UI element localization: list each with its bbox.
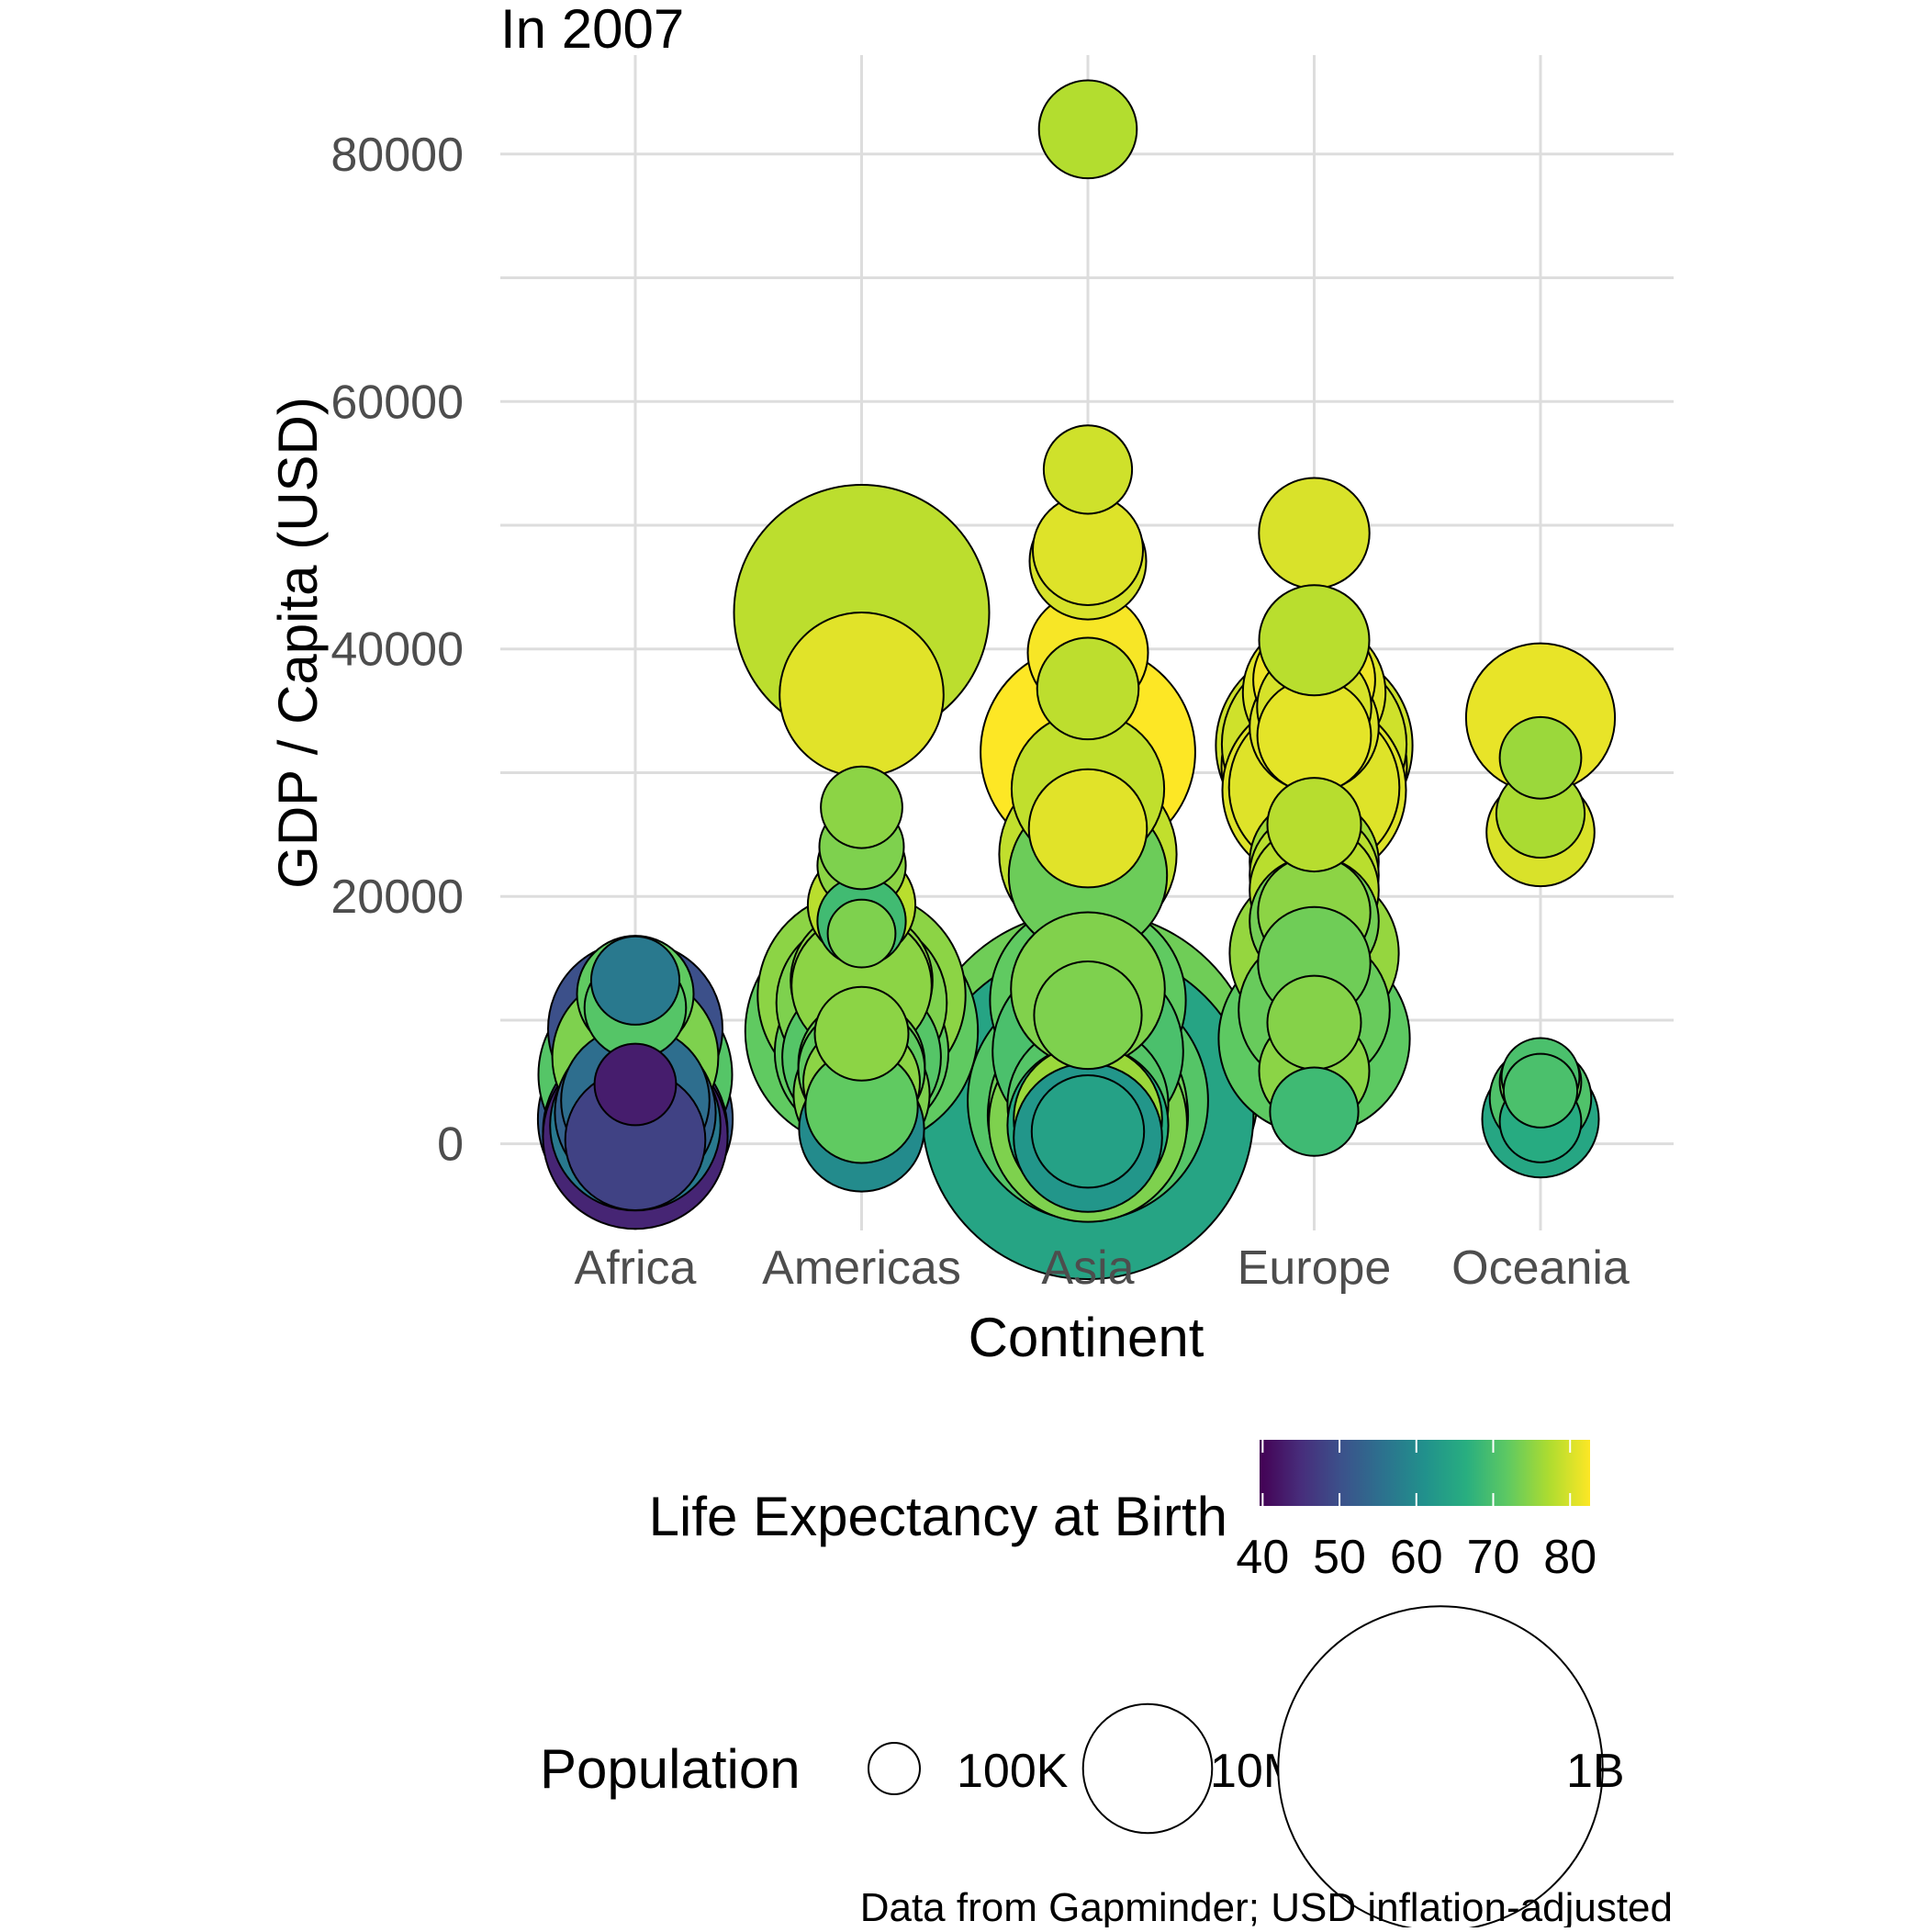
data-point	[593, 1042, 678, 1127]
data-point	[1502, 1052, 1579, 1129]
data-point	[1258, 477, 1371, 590]
data-point	[1036, 636, 1140, 741]
data-points	[536, 79, 1617, 1281]
data-point	[1498, 715, 1583, 800]
color-legend-label: 50	[1313, 1531, 1366, 1584]
size-legend-key	[1277, 1605, 1604, 1932]
x-tick-label: Europe	[1238, 1241, 1392, 1295]
y-tick-labels: 0 20000 40000 60000 80000	[331, 129, 464, 1172]
size-legend-title: Population	[540, 1738, 801, 1800]
data-point	[813, 985, 910, 1082]
color-legend-ticks: 40 50 60 70 80	[1236, 1440, 1596, 1584]
y-tick-label: 60000	[331, 376, 464, 429]
data-point	[589, 935, 681, 1026]
x-tick-label: Asia	[1041, 1241, 1134, 1295]
data-point	[1266, 974, 1362, 1071]
color-legend-label: 40	[1236, 1531, 1289, 1584]
x-tick-labels: Africa Americas Asia Europe Oceania	[575, 1241, 1630, 1295]
chart-subtitle: In 2007	[500, 0, 684, 60]
y-axis-title: GDP / Capita (USD)	[267, 397, 329, 889]
color-legend-label: 70	[1467, 1531, 1520, 1584]
color-legend: Life Expectancy at Birth 40 50 60 70 80	[649, 1440, 1596, 1584]
y-tick-label: 0	[437, 1118, 464, 1172]
size-legend-key	[868, 1742, 921, 1795]
y-tick-label: 40000	[331, 623, 464, 677]
data-point	[1258, 584, 1371, 697]
data-point	[1269, 1066, 1360, 1157]
data-point	[826, 898, 897, 969]
color-legend-label: 60	[1390, 1531, 1443, 1584]
size-legend-entries: 100K 10M 1B	[868, 1605, 1625, 1932]
data-point	[779, 612, 945, 778]
data-point	[1042, 424, 1134, 515]
size-legend-label: 1B	[1566, 1745, 1625, 1798]
color-legend-title: Life Expectancy at Birth	[649, 1486, 1227, 1547]
y-tick-label: 80000	[331, 129, 464, 182]
data-point	[1027, 768, 1148, 889]
x-tick-label: Africa	[575, 1241, 697, 1295]
x-axis-title: Continent	[969, 1307, 1204, 1368]
y-tick-label: 20000	[331, 871, 464, 924]
size-legend-key	[1081, 1702, 1214, 1835]
data-point	[1033, 960, 1143, 1071]
data-point	[1266, 777, 1362, 873]
chart-caption: Data from Gapminder; USD inflation-adjus…	[860, 1885, 1673, 1927]
color-legend-bar	[1260, 1440, 1590, 1506]
data-point	[820, 765, 903, 849]
size-legend-label: 100K	[957, 1745, 1069, 1798]
data-point	[1030, 1074, 1146, 1189]
x-tick-label: Americas	[762, 1241, 961, 1295]
data-point	[1037, 79, 1138, 180]
size-legend: Population 100K 10M 1B	[540, 1605, 1625, 1932]
x-tick-label: Oceania	[1451, 1241, 1630, 1295]
color-legend-label: 80	[1543, 1531, 1596, 1584]
